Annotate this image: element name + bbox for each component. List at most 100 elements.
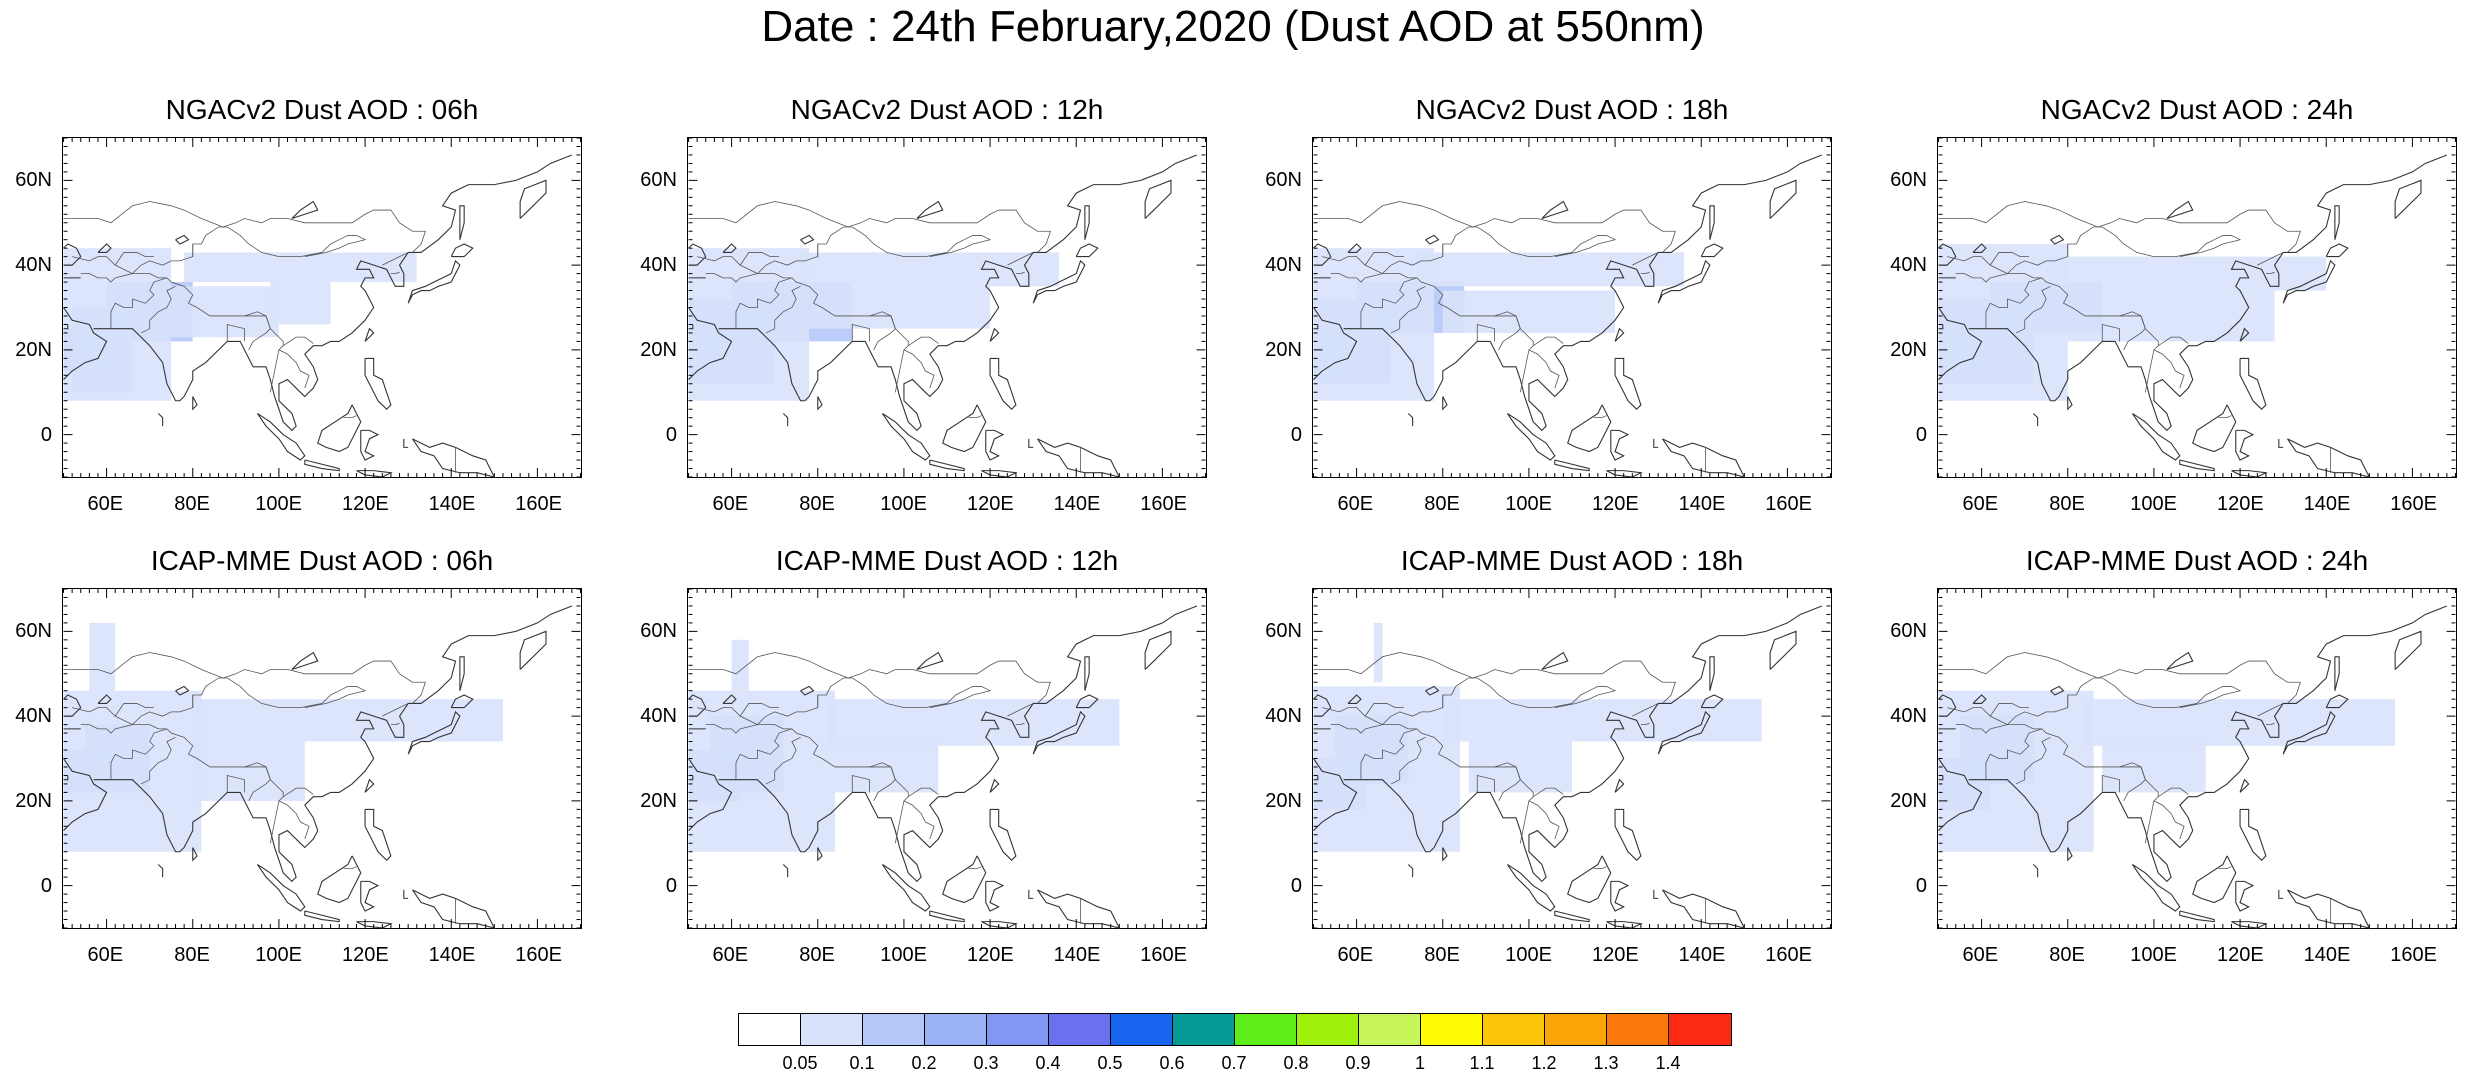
country-border xyxy=(1313,652,1676,704)
country-border xyxy=(1528,796,1534,802)
lon-tick-label: 60E xyxy=(712,944,749,966)
coastline xyxy=(800,685,815,696)
dust-aod-cell xyxy=(63,248,172,401)
lat-tick-label: 40N xyxy=(1265,704,1302,727)
country-border xyxy=(1322,226,1478,275)
coastline xyxy=(1313,775,1319,781)
coastline xyxy=(403,438,409,448)
coastline xyxy=(157,413,164,427)
coastline xyxy=(2067,396,2073,411)
lat-tick-label: 40N xyxy=(15,253,52,276)
coastline xyxy=(1938,758,1983,831)
country-border xyxy=(244,315,271,351)
coastline xyxy=(360,429,380,461)
country-border xyxy=(244,766,271,802)
panel-title: NGACv2 Dust AOD : 18h xyxy=(1415,94,1729,125)
lat-tick-label: 0 xyxy=(40,875,52,898)
country-border xyxy=(1322,677,1478,726)
country-border xyxy=(1015,722,1025,725)
panel-title: NGACv2 Dust AOD : 06h xyxy=(165,94,479,125)
coastline xyxy=(942,855,987,904)
coastline xyxy=(63,307,108,380)
coastline xyxy=(450,694,474,709)
coastline xyxy=(317,404,362,453)
dust-aod-cell xyxy=(1313,686,1460,852)
colorbar-box xyxy=(1173,1014,1235,1045)
coastline xyxy=(1709,205,1715,240)
lat-tick-label: 60N xyxy=(1265,619,1302,642)
country-border xyxy=(72,677,228,726)
coastline xyxy=(2394,179,2422,219)
coastline xyxy=(2179,910,2215,923)
dust-aod-cell xyxy=(731,639,749,691)
coastline xyxy=(63,243,82,266)
coastline xyxy=(1567,404,1612,453)
country-border xyxy=(2101,774,2120,793)
country-border xyxy=(114,703,154,717)
country-border xyxy=(1476,323,1495,342)
country-border xyxy=(740,273,939,347)
coastline xyxy=(800,234,815,245)
coastline xyxy=(1313,694,1332,717)
coastline xyxy=(1541,651,1569,671)
coastline xyxy=(2239,327,2250,342)
country-border xyxy=(2102,677,2242,708)
coastline xyxy=(2235,429,2255,461)
country-border xyxy=(278,345,284,351)
country-border xyxy=(1938,201,2301,253)
dust-aod-cell xyxy=(270,282,331,325)
country-border xyxy=(2015,285,2051,334)
lon-tick-label: 60E xyxy=(1962,493,1999,515)
lon-tick-label: 80E xyxy=(799,493,835,515)
coastline xyxy=(519,179,547,219)
country-border xyxy=(1528,345,1534,351)
coastline xyxy=(97,694,112,704)
country-border xyxy=(697,226,853,275)
lon-tick-label: 60E xyxy=(1337,493,1374,515)
colorbar-box xyxy=(1297,1014,1359,1045)
coastline xyxy=(1313,324,1319,330)
panel-title: ICAP-MME Dust AOD : 24h xyxy=(2025,545,2369,576)
map-canvas xyxy=(1938,588,2456,929)
coastline xyxy=(304,910,340,923)
country-border xyxy=(1477,226,1617,257)
country-border xyxy=(1632,703,1659,717)
country-border xyxy=(227,677,367,708)
coastline xyxy=(688,775,694,781)
coastline xyxy=(1347,243,1362,253)
coastline xyxy=(1028,438,1034,448)
lat-tick-label: 20N xyxy=(1265,339,1302,362)
map-canvas xyxy=(1313,588,1831,929)
colorbar-box xyxy=(1607,1014,1669,1045)
lat-tick-label: 60N xyxy=(640,619,677,642)
lat-tick-label: 60N xyxy=(1265,168,1302,191)
country-border xyxy=(390,722,400,725)
dust-aod-cell xyxy=(192,699,503,742)
country-border xyxy=(894,349,935,393)
coastline xyxy=(1700,243,1724,258)
coastline xyxy=(989,357,1017,410)
coastline xyxy=(881,864,931,912)
country-border xyxy=(269,800,310,844)
lon-tick-label: 100E xyxy=(880,493,928,515)
country-border xyxy=(1364,703,1404,717)
coastline xyxy=(1938,694,1957,717)
coastline xyxy=(1972,694,1987,704)
country-border xyxy=(1955,724,1991,734)
coastline xyxy=(412,438,496,478)
coastline xyxy=(2334,205,2340,240)
coastline xyxy=(407,710,461,755)
coastline xyxy=(2231,470,2268,478)
lat-tick-label: 20N xyxy=(640,339,677,362)
lon-tick-label: 160E xyxy=(1765,944,1813,966)
country-border xyxy=(2153,796,2159,802)
map-canvas xyxy=(688,137,1206,478)
coastline xyxy=(2131,864,2181,912)
coastline xyxy=(1037,889,1121,929)
lon-tick-label: 140E xyxy=(428,493,476,515)
coastline xyxy=(881,413,931,461)
lat-tick-label: 60N xyxy=(15,619,52,642)
coastline xyxy=(1938,775,1944,781)
country-border xyxy=(226,323,245,342)
colorbar-label: 1.2 xyxy=(1531,1053,1557,1073)
